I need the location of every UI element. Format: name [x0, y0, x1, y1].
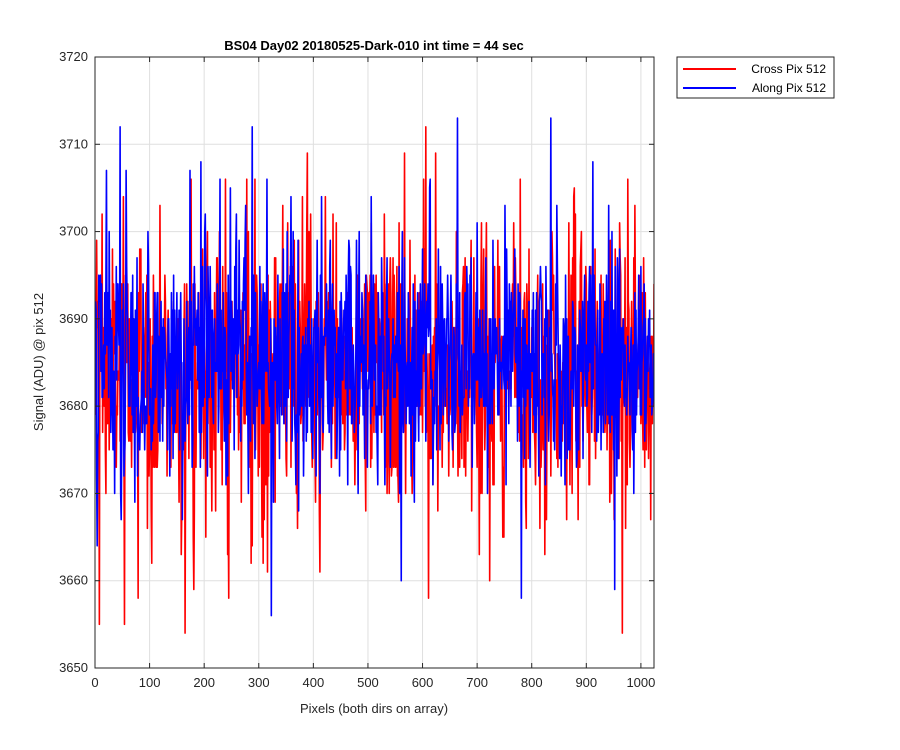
y-tick-label: 3710: [59, 136, 88, 151]
x-tick-label: 0: [91, 675, 98, 690]
legend-label-along: Along Pix 512: [752, 81, 826, 95]
x-tick-label: 500: [357, 675, 379, 690]
x-tick-label: 400: [303, 675, 325, 690]
y-tick-label: 3720: [59, 49, 88, 64]
x-tick-label: 200: [193, 675, 215, 690]
y-tick-label: 3700: [59, 224, 88, 239]
x-tick-label: 900: [575, 675, 597, 690]
x-tick-label: 600: [412, 675, 434, 690]
x-tick-label: 100: [139, 675, 161, 690]
series-line-1: [95, 117, 654, 617]
legend-box: [676, 56, 835, 99]
x-tick-label: 1000: [626, 675, 655, 690]
x-tick-label: 700: [466, 675, 488, 690]
series-layer: [95, 117, 654, 634]
y-tick-label: 3670: [59, 485, 88, 500]
y-tick-label: 3650: [59, 660, 88, 675]
plot-box: [94, 56, 655, 669]
x-tick-label: 300: [248, 675, 270, 690]
legend-label-cross: Cross Pix 512: [751, 62, 826, 76]
chart-title: BS04 Day02 20180525-Dark-010 int time = …: [224, 38, 524, 53]
y-tick-label: 3660: [59, 573, 88, 588]
ticks: 0 100 200 300 400 500 600 700 800 900 1000 3650 3660…: [59, 49, 655, 690]
y-tick-label: 3680: [59, 398, 88, 413]
legend: Cross Pix 512 Along Pix 512: [676, 56, 835, 99]
y-tick-label: 3690: [59, 311, 88, 326]
x-tick-label: 800: [521, 675, 543, 690]
x-axis-label: Pixels (both dirs on array): [300, 701, 448, 716]
y-axis-label: Signal (ADU) @ pix 512: [31, 293, 46, 431]
